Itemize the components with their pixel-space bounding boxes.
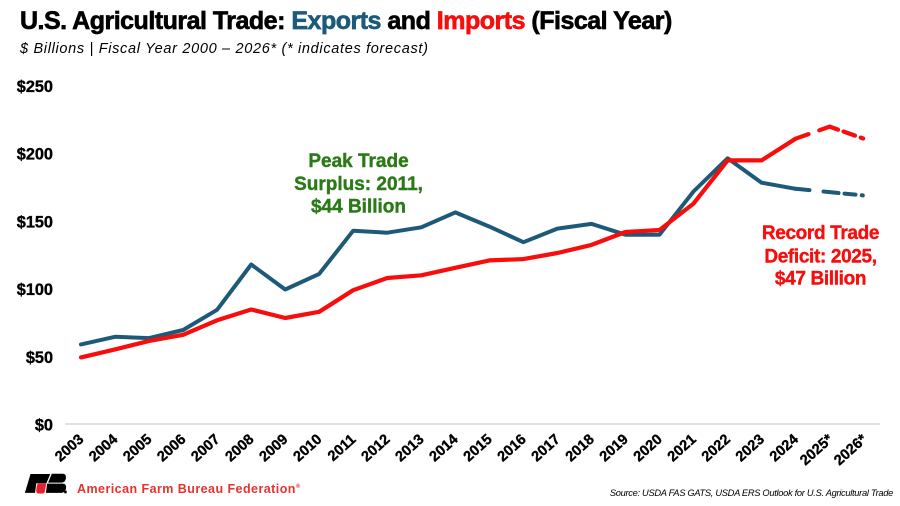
svg-text:2003: 2003	[52, 432, 87, 466]
svg-text:$250: $250	[17, 78, 53, 96]
svg-text:2016: 2016	[495, 432, 530, 466]
svg-text:2007: 2007	[188, 432, 223, 466]
svg-text:$44 Billion: $44 Billion	[311, 197, 406, 218]
svg-text:2013: 2013	[393, 432, 428, 466]
svg-text:Peak Trade: Peak Trade	[308, 151, 408, 172]
svg-text:$47 Billion: $47 Billion	[775, 269, 866, 290]
svg-text:Surplus: 2011,: Surplus: 2011,	[294, 174, 423, 195]
svg-text:2008: 2008	[223, 432, 258, 466]
svg-text:2005: 2005	[120, 432, 155, 466]
svg-text:2020: 2020	[631, 432, 666, 466]
svg-text:2009: 2009	[257, 432, 292, 466]
svg-text:2025*: 2025*	[797, 431, 836, 469]
svg-text:$150: $150	[17, 213, 53, 231]
svg-text:$0: $0	[35, 417, 53, 435]
svg-text:2014: 2014	[427, 431, 462, 465]
svg-text:2017: 2017	[529, 432, 564, 466]
svg-text:2024: 2024	[767, 431, 802, 465]
svg-text:2018: 2018	[563, 432, 598, 466]
svg-text:2021: 2021	[665, 432, 700, 466]
svg-text:Record Trade: Record Trade	[762, 223, 879, 244]
svg-text:$50: $50	[26, 349, 53, 367]
svg-text:$100: $100	[17, 281, 53, 299]
svg-text:2012: 2012	[359, 432, 394, 466]
svg-text:2010: 2010	[291, 432, 326, 466]
svg-text:2006: 2006	[154, 432, 189, 466]
svg-text:2022: 2022	[699, 432, 734, 466]
svg-text:2015: 2015	[461, 432, 496, 466]
svg-text:2004: 2004	[86, 431, 121, 465]
svg-text:2023: 2023	[733, 432, 768, 466]
svg-text:2011: 2011	[325, 432, 359, 465]
svg-text:2026*: 2026*	[831, 431, 870, 469]
svg-text:Deficit: 2025,: Deficit: 2025,	[764, 247, 876, 268]
svg-text:2019: 2019	[597, 432, 632, 466]
svg-text:$200: $200	[17, 146, 53, 164]
